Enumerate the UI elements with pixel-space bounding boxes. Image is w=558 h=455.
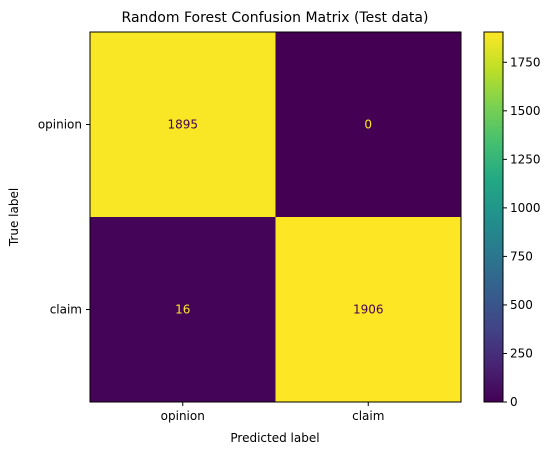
- x-axis-ticks: opinion claim: [161, 402, 384, 423]
- colorbar-tick-label: 500: [510, 298, 533, 312]
- colorbar-tick-label: 1500: [510, 104, 541, 118]
- matrix-cells: [90, 32, 461, 402]
- y-axis-ticks: opinion claim: [38, 118, 90, 317]
- cell-value-0-0: 1895: [167, 118, 198, 132]
- colorbar-ticks: 0 250 500 750 1000 1250 1500 1750: [503, 55, 541, 409]
- matrix-cell-1-1: [275, 217, 461, 402]
- matrix-cell-labels: 1895 0 16 1906: [167, 118, 383, 317]
- y-tick-label: opinion: [38, 118, 82, 132]
- x-axis-label: Predicted label: [230, 431, 319, 445]
- x-tick-label: claim: [352, 409, 384, 423]
- plot-frame: [89, 31, 462, 403]
- y-tick-label: claim: [50, 303, 82, 317]
- colorbar-tick-label: 250: [510, 346, 533, 360]
- colorbar-tick-label: 1750: [510, 55, 541, 69]
- colorbar: [483, 31, 504, 403]
- colorbar-tick-label: 1000: [510, 201, 541, 215]
- colorbar-tick-label: 1250: [510, 152, 541, 166]
- cell-value-1-1: 1906: [353, 303, 384, 317]
- y-axis-label: True label: [7, 188, 21, 247]
- cell-value-0-1: 0: [364, 118, 372, 132]
- x-tick-label: opinion: [161, 409, 205, 423]
- colorbar-tick-label: 750: [510, 249, 533, 263]
- matrix-cell-0-0: [90, 32, 276, 217]
- matrix-cell-1-0: [90, 217, 276, 402]
- chart-title: Random Forest Confusion Matrix (Test dat…: [122, 10, 429, 26]
- matrix-cell-0-1: [275, 32, 461, 217]
- cell-value-1-0: 16: [175, 303, 190, 317]
- colorbar-tick-label: 0: [510, 395, 518, 409]
